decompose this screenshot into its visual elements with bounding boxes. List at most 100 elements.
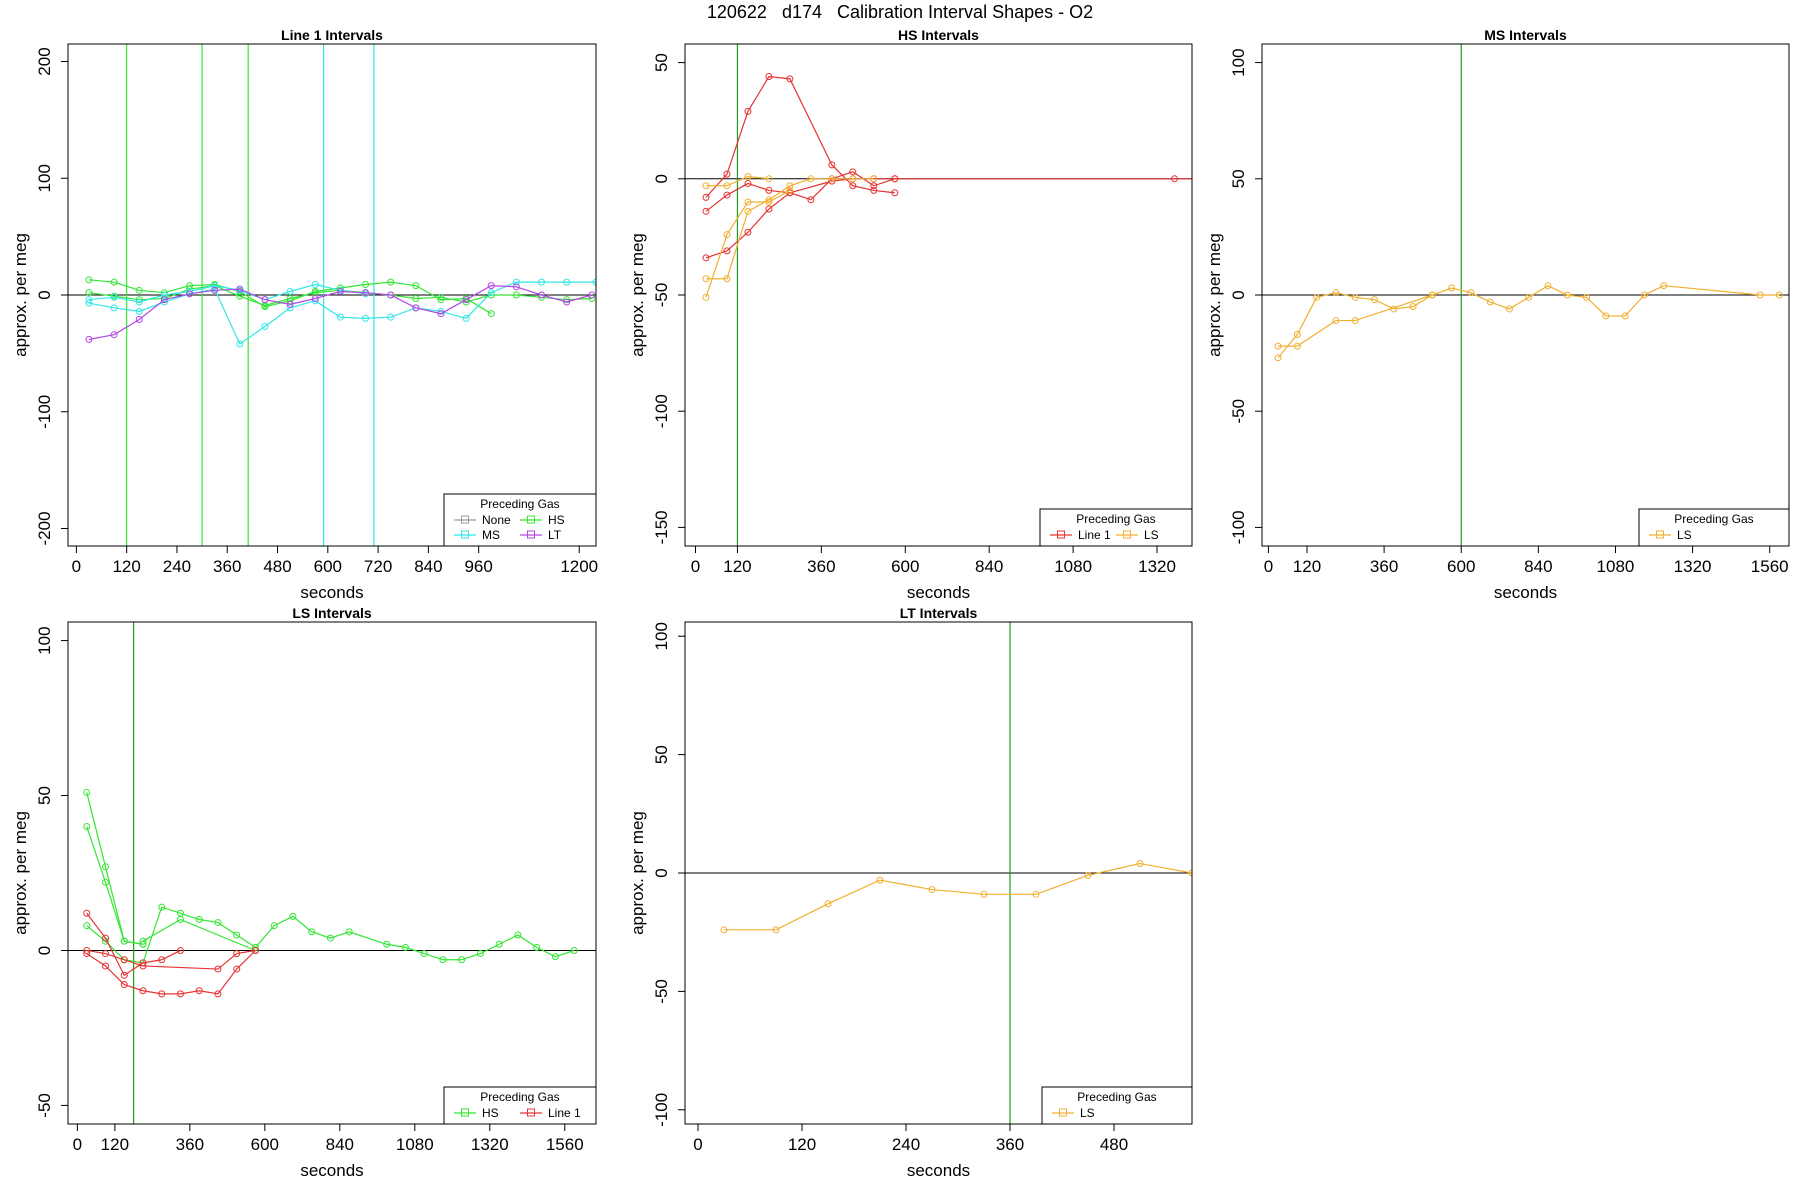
y-tick-label: -50 <box>652 283 671 308</box>
data-point <box>412 295 420 303</box>
legend-symbol <box>461 530 469 539</box>
x-tick-label: 120 <box>788 1135 816 1154</box>
data-point <box>1505 305 1513 313</box>
y-tick-label: -50 <box>35 1093 54 1118</box>
x-tick-label: 0 <box>691 557 700 576</box>
data-point <box>176 915 184 923</box>
data-point <box>233 931 241 939</box>
data-point <box>261 323 269 331</box>
x-tick-label: 360 <box>1370 557 1398 576</box>
legend-entry: LS <box>1116 528 1159 542</box>
data-point <box>849 168 857 176</box>
x-tick-label: 0 <box>693 1135 702 1154</box>
data-point <box>311 297 319 305</box>
data-point <box>139 962 147 970</box>
y-tick-label: 100 <box>35 626 54 654</box>
y-tick-label: -100 <box>1229 510 1248 544</box>
x-tick-label: 480 <box>263 557 291 576</box>
plot-area <box>68 622 596 1124</box>
data-point <box>83 922 91 930</box>
data-point <box>1188 869 1192 877</box>
y-tick-label: -100 <box>652 1093 671 1127</box>
series-line-1 <box>702 168 1192 215</box>
x-tick-label: 1080 <box>1597 557 1635 576</box>
data-point <box>236 340 244 348</box>
data-point <box>828 177 836 185</box>
data-point <box>437 296 445 304</box>
plot-frame <box>1261 43 1790 547</box>
legend-entry: Line 1 <box>1050 528 1111 542</box>
data-point <box>195 915 203 923</box>
y-tick-label: 0 <box>35 946 54 955</box>
data-point <box>786 75 794 83</box>
plot-area <box>685 44 1192 546</box>
x-tick-label: 0 <box>1264 557 1273 576</box>
data-point <box>214 990 222 998</box>
series-line <box>705 75 895 198</box>
data-point <box>723 182 731 190</box>
data-point <box>120 956 128 964</box>
data-point <box>1660 282 1668 290</box>
page-title: 120622 d174 Calibration Interval Shapes … <box>706 2 1094 22</box>
legend-title: Preceding Gas <box>480 1090 559 1104</box>
x-tick-label: 360 <box>996 1135 1024 1154</box>
data-point <box>110 304 118 312</box>
data-point <box>828 175 836 183</box>
legend-symbol <box>1059 1108 1067 1117</box>
series-line <box>86 950 256 995</box>
x-tick-label: 1080 <box>1054 557 1092 576</box>
legend-label: LS <box>1080 1106 1095 1120</box>
data-point <box>1332 289 1340 297</box>
data-point <box>487 282 495 290</box>
data-point <box>702 207 710 215</box>
data-point <box>807 196 815 204</box>
y-tick-label: -50 <box>1229 399 1248 424</box>
series-ls <box>1274 291 1436 350</box>
x-tick-label: 1560 <box>546 1135 584 1154</box>
data-point <box>723 191 731 199</box>
y-tick-label: 0 <box>35 290 54 299</box>
data-point <box>538 291 546 299</box>
data-point <box>383 940 391 948</box>
series-line <box>86 949 256 970</box>
data-point <box>336 313 344 321</box>
x-tick-label: 360 <box>807 557 835 576</box>
data-point <box>101 863 109 871</box>
series-hs <box>83 788 147 948</box>
data-point <box>186 285 194 293</box>
legend-box <box>443 1086 597 1125</box>
legend-entry: MS <box>454 528 500 542</box>
data-point <box>849 182 857 190</box>
legend-symbol <box>461 515 469 524</box>
data-point <box>387 291 395 299</box>
data-point <box>139 937 147 945</box>
x-tick-label: 120 <box>1293 557 1321 576</box>
y-axis-label: approx. per meg <box>628 233 647 357</box>
data-point <box>85 276 93 284</box>
legend-box <box>1638 508 1790 547</box>
data-point <box>158 956 166 964</box>
x-tick-label: 240 <box>892 1135 920 1154</box>
data-point <box>538 278 546 286</box>
y-axis-label: approx. per meg <box>628 811 647 935</box>
chart-title: Line 1 Intervals <box>281 27 383 43</box>
y-tick-label: 200 <box>35 47 54 75</box>
data-point <box>236 285 244 293</box>
plot-area <box>685 622 1192 1124</box>
chart-title: HS Intervals <box>898 27 979 43</box>
series-line <box>705 189 791 298</box>
x-tick-label: 120 <box>112 557 140 576</box>
data-point <box>533 943 541 951</box>
data-point <box>723 247 731 255</box>
x-tick-label: 600 <box>891 557 919 576</box>
data-point <box>101 950 109 958</box>
data-point <box>723 275 731 283</box>
legend-label: Line 1 <box>548 1106 581 1120</box>
chart-panel-2: HS Intervals seconds approx. per meg 0 120 36… <box>628 27 1193 602</box>
legend-label: LS <box>1677 528 1692 542</box>
series-line <box>88 285 592 340</box>
data-point <box>563 278 571 286</box>
data-point <box>702 193 710 201</box>
data-point <box>1583 293 1591 301</box>
data-point <box>326 934 334 942</box>
